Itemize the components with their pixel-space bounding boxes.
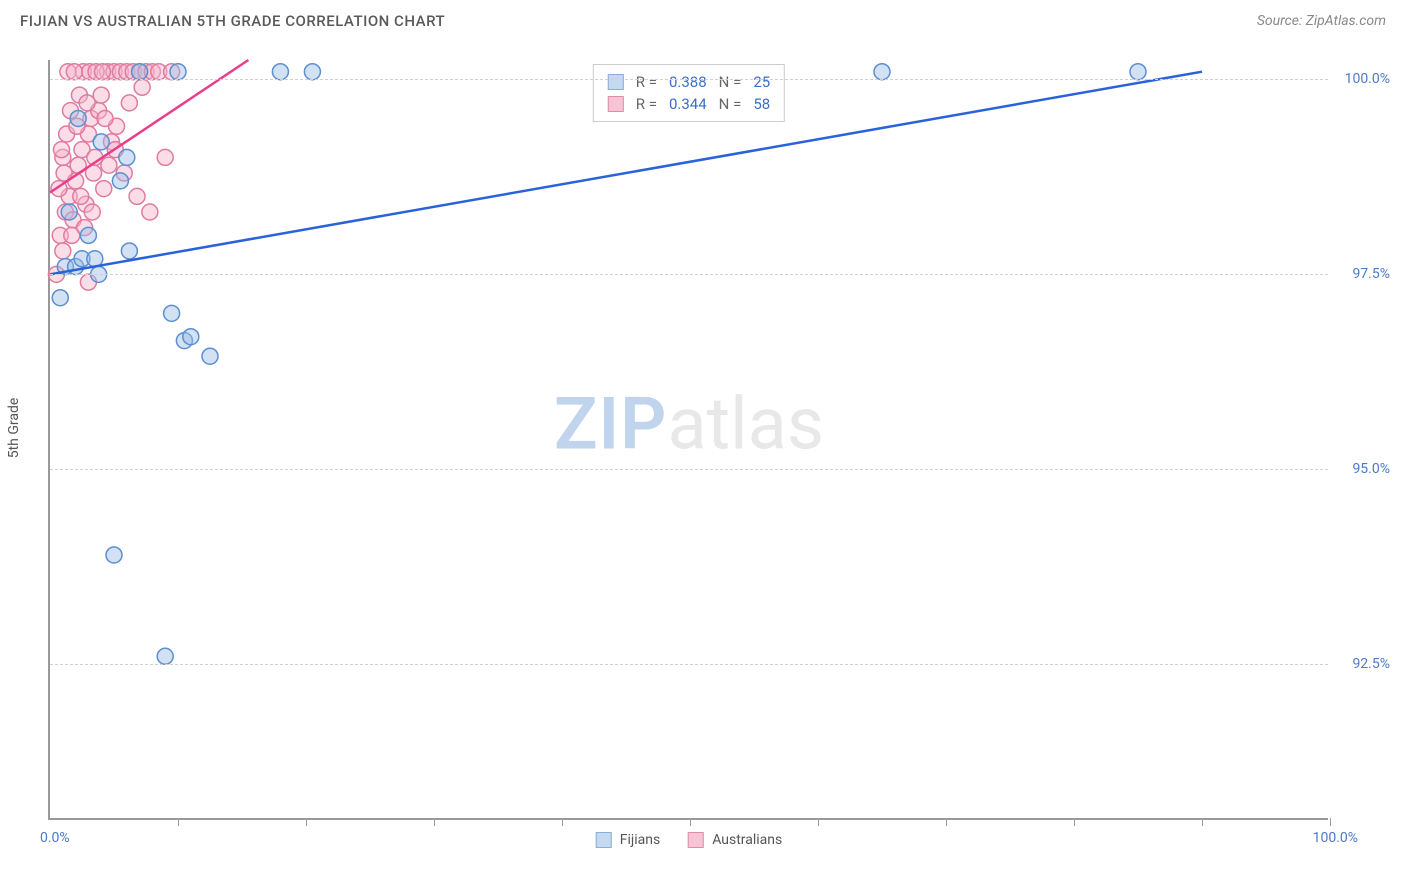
r-value: 0.344 xyxy=(669,95,707,113)
r-label: R = xyxy=(636,73,657,91)
data-point xyxy=(80,227,96,243)
legend-item: Fijians xyxy=(596,832,660,848)
scatter-svg xyxy=(50,60,1328,818)
chart-title: FIJIAN VS AUSTRALIAN 5TH GRADE CORRELATI… xyxy=(20,12,445,30)
data-point xyxy=(129,188,145,204)
data-point xyxy=(93,87,109,103)
data-point xyxy=(54,142,70,158)
data-point xyxy=(97,110,113,126)
stats-legend-row: R = 0.388 N = 25 xyxy=(608,71,770,93)
r-label: R = xyxy=(636,95,657,113)
data-point xyxy=(121,95,137,111)
data-point xyxy=(96,181,112,197)
data-point xyxy=(183,329,199,345)
y-tick-label: 95.0% xyxy=(1352,461,1390,477)
data-point xyxy=(142,204,158,220)
x-axis-start-label: 0.0% xyxy=(40,830,70,846)
data-point xyxy=(84,204,100,220)
legend-swatch xyxy=(596,832,612,848)
data-point xyxy=(94,64,110,80)
data-point xyxy=(134,79,150,95)
data-point xyxy=(121,243,137,259)
chart-plot-area: ZIPatlas R =0.388N =25R =0.344N =58 0.0%… xyxy=(48,60,1328,820)
data-point xyxy=(874,64,890,80)
x-tick xyxy=(818,818,819,826)
data-point xyxy=(73,188,89,204)
data-point xyxy=(157,149,173,165)
legend-swatch xyxy=(608,96,624,112)
x-tick xyxy=(306,818,307,826)
data-point xyxy=(52,290,68,306)
x-tick xyxy=(1202,818,1203,826)
data-point xyxy=(101,157,117,173)
data-point xyxy=(272,64,288,80)
data-point xyxy=(66,64,82,80)
legend-swatch xyxy=(608,74,624,90)
data-point xyxy=(61,204,77,220)
data-point xyxy=(70,110,86,126)
data-point xyxy=(132,64,148,80)
legend-item: Australians xyxy=(688,832,782,848)
stats-legend-row: R = 0.344 N = 58 xyxy=(608,93,770,115)
grid-line xyxy=(50,79,1328,80)
x-tick xyxy=(562,818,563,826)
stats-legend-box: R = 0.388 N = 25 R = 0.344 N = 58 xyxy=(593,64,785,122)
x-tick xyxy=(1330,818,1331,826)
legend-label: Fijians xyxy=(620,832,660,848)
data-point xyxy=(164,305,180,321)
data-point xyxy=(157,648,173,664)
legend-label: Australians xyxy=(712,832,782,848)
x-tick xyxy=(946,818,947,826)
data-point xyxy=(119,149,135,165)
n-label: N = xyxy=(719,95,742,113)
x-tick xyxy=(690,818,691,826)
data-point xyxy=(170,64,186,80)
data-point xyxy=(55,243,71,259)
data-point xyxy=(1130,64,1146,80)
legend-swatch xyxy=(688,832,704,848)
x-tick xyxy=(178,818,179,826)
series-legend: Fijians Australians xyxy=(596,832,783,848)
grid-line xyxy=(50,469,1328,470)
chart-header: FIJIAN VS AUSTRALIAN 5TH GRADE CORRELATI… xyxy=(0,0,1406,38)
r-value: 0.388 xyxy=(669,73,707,91)
grid-line xyxy=(50,274,1328,275)
data-point xyxy=(79,95,95,111)
data-point xyxy=(93,134,109,150)
n-value: 25 xyxy=(753,73,770,91)
y-tick-label: 100.0% xyxy=(1345,71,1390,87)
x-tick xyxy=(1074,818,1075,826)
data-point xyxy=(64,227,80,243)
data-point xyxy=(202,348,218,364)
n-value: 58 xyxy=(753,95,770,113)
chart-source: Source: ZipAtlas.com xyxy=(1257,13,1386,29)
data-point xyxy=(304,64,320,80)
y-tick-label: 97.5% xyxy=(1352,266,1390,282)
x-axis-end-label: 100.0% xyxy=(1313,830,1358,846)
y-axis-label: 5th Grade xyxy=(6,398,22,459)
data-point xyxy=(112,173,128,189)
y-tick-label: 92.5% xyxy=(1352,656,1390,672)
grid-line xyxy=(50,664,1328,665)
x-tick xyxy=(434,818,435,826)
data-point xyxy=(106,547,122,563)
n-label: N = xyxy=(719,73,742,91)
